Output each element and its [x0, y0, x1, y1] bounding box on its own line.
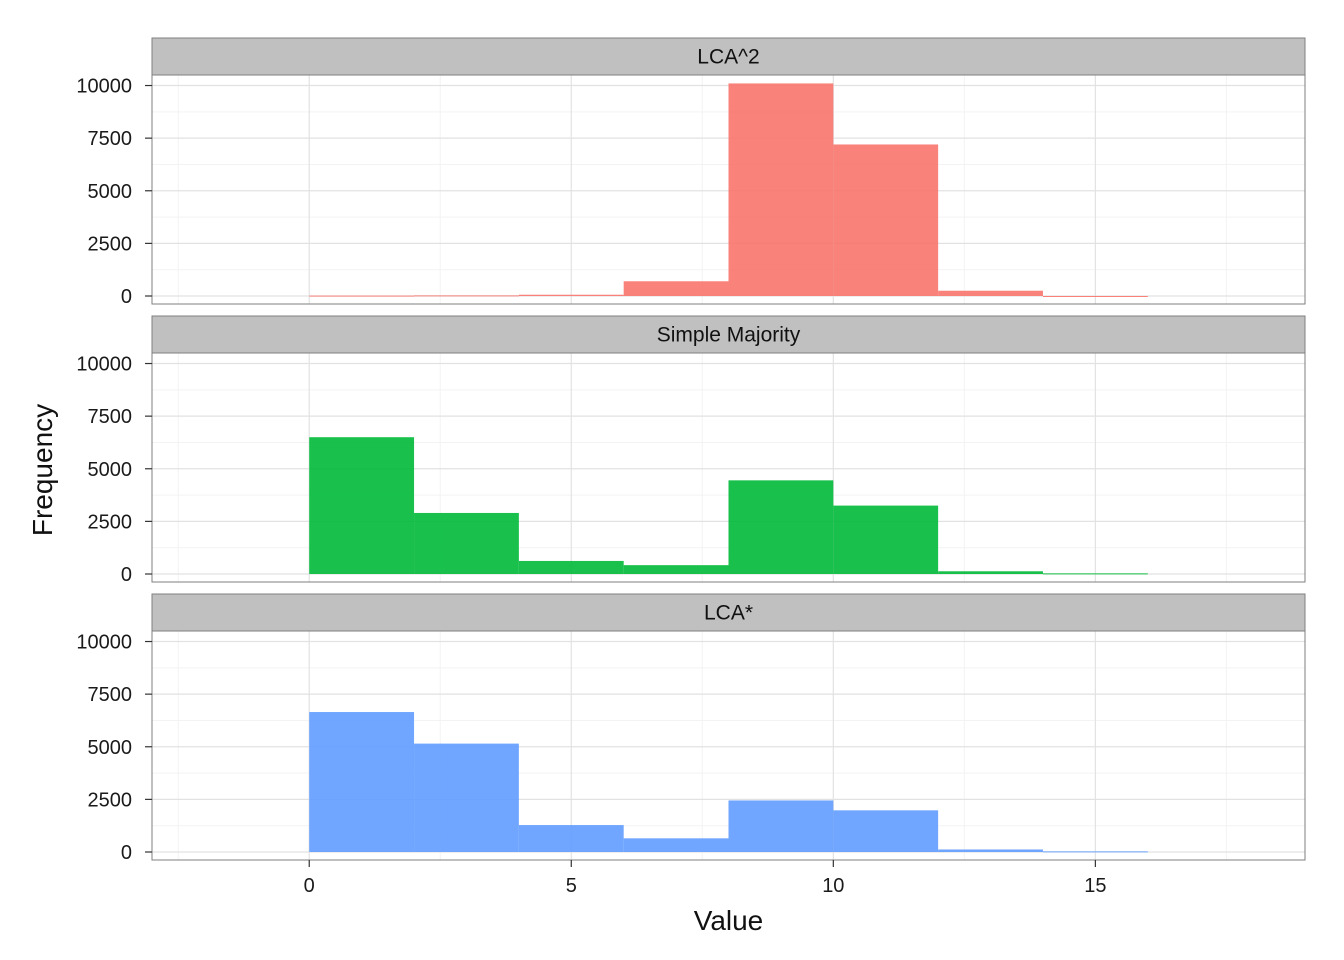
facet-panel: Simple Majority 0 2500 5000 7500 10000	[76, 315, 1306, 586]
histogram-bar	[1042, 573, 1148, 575]
facet-strip-label: LCA*	[704, 602, 753, 625]
histogram-bar	[728, 480, 834, 574]
histogram-bar	[414, 512, 519, 574]
histogram-bar	[518, 294, 624, 296]
facet-panels: LCA^2 0 2500 5000 7500 10000 Simple Majority 0 2…	[76, 37, 1306, 864]
histogram-bar	[728, 800, 834, 852]
x-tick-label: 5	[566, 875, 577, 897]
x-tick-label: 15	[1084, 875, 1106, 897]
y-axis-title: Frequency	[27, 404, 58, 536]
y-tick-label: 0	[121, 286, 132, 308]
y-tick-label: 10000	[76, 632, 132, 654]
y-tick-label: 0	[121, 842, 132, 864]
histogram-bar	[1042, 851, 1148, 853]
histogram-bar	[309, 712, 415, 852]
histogram-bar	[518, 560, 624, 574]
y-tick-label: 2500	[88, 511, 133, 533]
y-tick-label: 10000	[76, 76, 132, 98]
histogram-bar	[309, 295, 415, 297]
x-tick-label: 0	[304, 875, 315, 897]
x-axis: 0 5 10 15	[304, 860, 1106, 897]
y-tick-label: 7500	[88, 684, 133, 706]
facet-panel: LCA^2 0 2500 5000 7500 10000	[76, 37, 1306, 308]
y-tick-label: 5000	[88, 737, 133, 759]
y-tick-label: 5000	[88, 181, 133, 203]
panel-border	[151, 630, 1306, 861]
histogram-bar	[833, 810, 939, 852]
facet-panel: LCA* 0 2500 5000 7500 10000	[76, 593, 1306, 864]
y-tick-label: 0	[121, 564, 132, 586]
histogram-bar	[623, 565, 729, 574]
histogram-bar	[623, 838, 729, 852]
y-tick-label: 10000	[76, 354, 132, 376]
facet-strip	[151, 593, 1306, 632]
histogram-bar	[938, 571, 1043, 574]
facet-strip	[151, 37, 1306, 76]
y-tick-label: 2500	[88, 233, 133, 255]
y-tick-label: 7500	[88, 406, 133, 428]
facet-strip-label: Simple Majority	[657, 324, 801, 347]
histogram-bar	[623, 281, 729, 296]
panel-border	[151, 352, 1306, 583]
histogram-bar	[728, 83, 834, 297]
histogram-bar	[414, 743, 519, 852]
histogram-bar	[309, 437, 415, 574]
panel-border	[151, 74, 1306, 305]
histogram-bar	[518, 825, 624, 852]
facet-strip	[151, 315, 1306, 354]
y-tick-label: 7500	[88, 128, 133, 150]
histogram-bar	[1042, 296, 1148, 297]
histogram-bar	[938, 849, 1043, 852]
x-tick-label: 10	[822, 875, 844, 897]
x-axis-title: Value	[694, 905, 764, 936]
histogram-bar	[833, 144, 939, 296]
y-tick-label: 5000	[88, 459, 133, 481]
histogram-bar	[938, 290, 1043, 296]
histogram-bar	[414, 295, 519, 297]
y-tick-label: 2500	[88, 789, 133, 811]
histogram-bar	[833, 505, 939, 574]
facet-strip-label: LCA^2	[697, 46, 759, 69]
